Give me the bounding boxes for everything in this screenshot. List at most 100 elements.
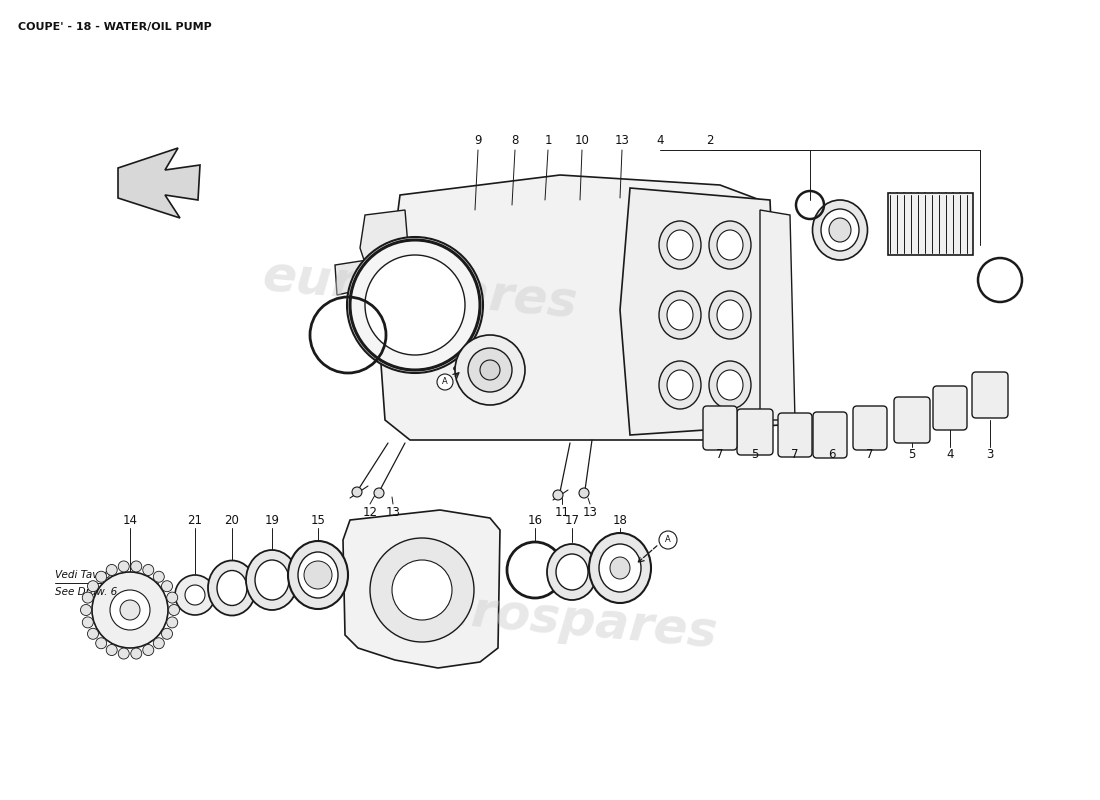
Text: 17: 17 [564, 514, 580, 526]
Text: 10: 10 [574, 134, 590, 146]
Ellipse shape [710, 291, 751, 339]
Text: 7: 7 [791, 449, 799, 462]
Text: A: A [442, 378, 448, 386]
Circle shape [455, 335, 525, 405]
Ellipse shape [610, 557, 630, 579]
Ellipse shape [288, 541, 348, 609]
Circle shape [162, 581, 173, 592]
Ellipse shape [710, 221, 751, 269]
Polygon shape [760, 210, 795, 420]
Circle shape [88, 581, 99, 592]
Circle shape [82, 617, 94, 628]
Ellipse shape [717, 230, 743, 260]
Ellipse shape [717, 370, 743, 400]
Circle shape [143, 565, 154, 575]
Text: 19: 19 [264, 514, 279, 526]
Polygon shape [118, 148, 200, 218]
Circle shape [107, 645, 118, 655]
Circle shape [80, 605, 91, 615]
Polygon shape [343, 510, 500, 668]
Text: 15: 15 [310, 514, 326, 526]
Circle shape [131, 648, 142, 659]
Circle shape [374, 488, 384, 498]
Circle shape [185, 585, 205, 605]
FancyBboxPatch shape [933, 386, 967, 430]
Text: 13: 13 [386, 506, 400, 518]
Polygon shape [358, 285, 415, 352]
Ellipse shape [217, 570, 248, 606]
Ellipse shape [659, 291, 701, 339]
Text: eurospares: eurospares [261, 252, 580, 328]
FancyBboxPatch shape [894, 397, 930, 443]
Text: 2: 2 [706, 134, 714, 146]
FancyBboxPatch shape [972, 372, 1008, 418]
Ellipse shape [710, 361, 751, 409]
Text: 1: 1 [544, 134, 552, 146]
Polygon shape [360, 210, 410, 278]
Circle shape [96, 638, 107, 649]
Ellipse shape [717, 300, 743, 330]
Circle shape [153, 638, 164, 649]
Text: 8: 8 [512, 134, 519, 146]
Ellipse shape [600, 544, 641, 592]
Circle shape [82, 592, 94, 603]
Circle shape [118, 561, 129, 572]
Text: 4: 4 [657, 134, 663, 146]
Ellipse shape [659, 361, 701, 409]
Circle shape [107, 565, 118, 575]
FancyBboxPatch shape [852, 406, 887, 450]
Ellipse shape [667, 230, 693, 260]
Ellipse shape [208, 561, 256, 615]
Text: 9: 9 [474, 134, 482, 146]
Text: 7: 7 [716, 449, 724, 462]
Ellipse shape [813, 200, 868, 260]
Text: 14: 14 [122, 514, 138, 526]
Circle shape [167, 617, 178, 628]
Text: eurospares: eurospares [400, 582, 719, 658]
Circle shape [143, 645, 154, 655]
FancyBboxPatch shape [778, 413, 812, 457]
Text: 20: 20 [224, 514, 240, 526]
Circle shape [352, 487, 362, 497]
Text: 18: 18 [613, 514, 627, 526]
Ellipse shape [659, 221, 701, 269]
Polygon shape [620, 188, 780, 435]
Text: 13: 13 [583, 506, 597, 518]
Circle shape [120, 600, 140, 620]
Ellipse shape [829, 218, 851, 242]
Text: A: A [666, 535, 671, 545]
Ellipse shape [255, 560, 289, 600]
Text: 6: 6 [828, 449, 836, 462]
Circle shape [131, 561, 142, 572]
Circle shape [659, 531, 676, 549]
Circle shape [579, 488, 588, 498]
Circle shape [110, 590, 150, 630]
Circle shape [437, 374, 453, 390]
Circle shape [392, 560, 452, 620]
Circle shape [162, 628, 173, 639]
Circle shape [365, 255, 465, 355]
Ellipse shape [588, 533, 651, 603]
Ellipse shape [298, 552, 338, 598]
Circle shape [96, 571, 107, 582]
Text: Vedi Tav. 6: Vedi Tav. 6 [55, 570, 111, 580]
Text: COUPE' - 18 - WATER/OIL PUMP: COUPE' - 18 - WATER/OIL PUMP [18, 22, 211, 32]
Text: 7: 7 [867, 449, 873, 462]
Circle shape [118, 648, 129, 659]
Circle shape [167, 592, 178, 603]
Circle shape [468, 348, 512, 392]
Text: See Draw. 6: See Draw. 6 [55, 587, 118, 597]
Bar [888, 193, 974, 255]
Circle shape [370, 538, 474, 642]
Polygon shape [336, 258, 382, 295]
Circle shape [88, 628, 99, 639]
Circle shape [168, 605, 179, 615]
FancyBboxPatch shape [703, 406, 737, 450]
Polygon shape [379, 175, 770, 440]
Ellipse shape [667, 370, 693, 400]
Text: 5: 5 [909, 449, 915, 462]
Ellipse shape [821, 209, 859, 251]
Ellipse shape [547, 544, 597, 600]
Circle shape [92, 572, 168, 648]
FancyBboxPatch shape [737, 409, 773, 455]
